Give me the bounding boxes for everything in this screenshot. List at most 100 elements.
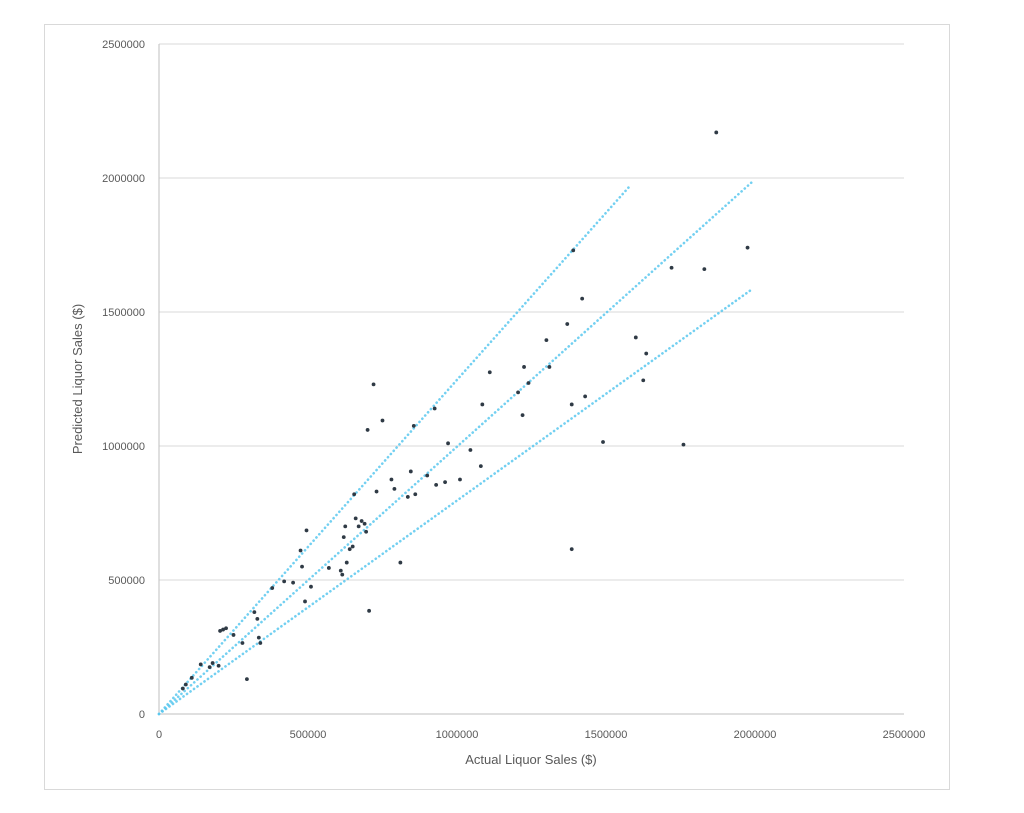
data-point — [367, 608, 371, 613]
data-point — [714, 130, 719, 135]
data-point — [745, 245, 750, 250]
data-point — [240, 641, 245, 645]
data-point — [353, 516, 358, 521]
data-point — [304, 528, 309, 533]
data-point — [343, 524, 348, 529]
axes — [158, 44, 904, 715]
data-point — [571, 248, 576, 253]
data-point — [347, 547, 352, 552]
data-point — [413, 492, 418, 497]
reference-lines — [157, 180, 754, 716]
data-point — [338, 568, 343, 573]
data-point — [364, 529, 369, 534]
data-point — [218, 629, 222, 633]
y-tick-label: 1000000 — [102, 441, 145, 453]
reference-line — [157, 180, 754, 716]
data-point — [389, 477, 394, 482]
data-point — [180, 686, 185, 691]
data-point — [210, 661, 215, 665]
x-tick-label: 1000000 — [436, 729, 479, 741]
data-point — [362, 521, 367, 526]
data-point — [270, 586, 275, 590]
data-point — [216, 663, 221, 668]
data-point — [641, 378, 646, 383]
data-point — [669, 265, 674, 270]
data-point — [434, 482, 439, 487]
reference-line — [157, 184, 632, 716]
data-point — [565, 322, 570, 326]
data-point — [405, 495, 410, 499]
data-point — [681, 442, 686, 447]
data-point — [371, 382, 376, 387]
data-point — [601, 440, 605, 444]
data-point — [633, 335, 638, 340]
data-point — [569, 547, 574, 552]
data-point — [282, 579, 287, 584]
data-point — [374, 489, 379, 494]
x-tick-label: 1500000 — [585, 729, 628, 741]
x-tick-label: 2500000 — [883, 729, 926, 741]
data-point — [569, 402, 574, 407]
data-point — [580, 296, 585, 301]
data-point — [245, 677, 249, 682]
y-tick-label: 1500000 — [102, 307, 145, 319]
data-point — [526, 381, 531, 385]
data-point — [583, 394, 588, 399]
data-point — [231, 633, 236, 637]
data-point — [398, 560, 403, 565]
y-tick-label: 2500000 — [102, 39, 145, 51]
data-point — [300, 564, 304, 569]
data-point — [258, 641, 263, 645]
data-point — [516, 390, 520, 395]
data-point — [198, 662, 203, 667]
data-point — [340, 572, 345, 577]
data-point — [478, 464, 483, 468]
gridlines — [159, 43, 904, 581]
y-tick-label: 0 — [139, 709, 145, 721]
x-tick-label: 0 — [156, 729, 162, 741]
x-axis-title: Actual Liquor Sales ($) — [465, 752, 597, 767]
data-point — [443, 480, 447, 485]
data-point — [303, 599, 307, 604]
data-point — [356, 524, 361, 529]
data-point — [446, 441, 450, 446]
data-point — [547, 365, 552, 369]
x-tick-label: 500000 — [290, 729, 327, 741]
data-point — [350, 544, 355, 549]
data-point — [352, 492, 357, 497]
data-point — [458, 477, 462, 482]
data-point — [487, 370, 492, 375]
data-point — [183, 682, 188, 687]
tick-labels: 0 500000 1000000 1500000 2000000 2500000 0 5000… — [102, 39, 925, 741]
data-point — [702, 267, 707, 272]
data-point — [256, 635, 261, 640]
data-point — [644, 351, 649, 356]
y-tick-label: 500000 — [108, 575, 145, 587]
data-point — [480, 402, 485, 407]
data-point — [468, 448, 473, 452]
data-point — [380, 418, 385, 423]
data-point — [520, 413, 525, 418]
data-point — [189, 675, 194, 680]
data-point — [224, 626, 228, 631]
data-point — [298, 548, 303, 553]
y-axis-title: Predicted Liquor Sales ($) — [70, 304, 85, 454]
data-point — [411, 424, 416, 428]
data-point — [252, 610, 257, 615]
data-point — [341, 535, 346, 540]
data-point — [326, 566, 331, 570]
data-point — [392, 486, 397, 491]
data-point — [359, 519, 364, 523]
data-point — [522, 365, 526, 369]
y-tick-label: 2000000 — [102, 173, 145, 185]
data-point — [544, 338, 549, 343]
data-point — [344, 560, 349, 565]
data-point — [207, 665, 212, 669]
data-point — [425, 473, 430, 478]
data-points — [180, 130, 750, 691]
data-point — [408, 469, 413, 474]
reference-line — [157, 287, 754, 716]
data-point — [365, 428, 370, 432]
data-point — [432, 406, 437, 411]
